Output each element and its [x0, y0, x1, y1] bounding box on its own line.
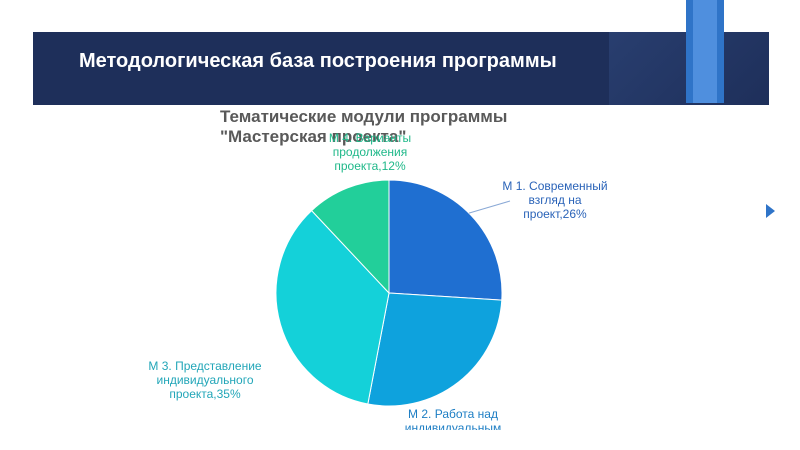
pie-slice-m1: [388, 179, 503, 301]
slice-label-m1-line2: взгляд на: [528, 193, 582, 207]
chart-title: Тематические модули программы "Мастерска…: [220, 107, 507, 147]
pie-slice-m4: [310, 179, 390, 295]
chart-title-line2: "Мастерская проекта": [220, 127, 407, 146]
slice-label-m2: М 2. Работа над индивидуальным: [378, 407, 528, 430]
accent-bar: [686, 0, 724, 103]
leader-line-m1: [468, 200, 511, 214]
slice-label-m1-line3: проект,26%: [523, 207, 587, 221]
slide-title: Методологическая база построения програм…: [79, 50, 557, 72]
slice-label-m1-line1: М 1. Современный: [502, 179, 608, 193]
pie-chart: [275, 179, 511, 407]
slice-label-m1: М 1. Современный взгляд на проект,26%: [470, 179, 640, 221]
slice-label-m3-line1: М 3. Представление: [148, 359, 262, 373]
slice-label-m3: М 3. Представление индивидуального проек…: [130, 359, 280, 401]
chart-title-line1: Тематические модули программы: [220, 107, 508, 126]
accent-arrow-icon: [766, 204, 775, 218]
pie-slice-m2: [367, 292, 503, 407]
slice-label-m4-line2: продолжения: [332, 145, 408, 159]
pie-slice-m3: [275, 209, 390, 405]
slice-label-m4: М 4. Варианты продолжения проекта,12%: [315, 131, 425, 173]
slice-label-m2-line1: М 2. Работа над: [408, 407, 498, 421]
slice-label-m3-line2: индивидуального: [156, 373, 254, 387]
slice-label-m4-line1: М 4. Варианты: [328, 131, 412, 145]
slice-label-m4-line3: проекта,12%: [334, 159, 406, 173]
header-band: Методологическая база построения програм…: [33, 32, 769, 105]
slice-label-m2-line2: индивидуальным: [404, 421, 502, 430]
chart-panel: Тематические модули программы "Мастерска…: [60, 105, 720, 430]
accent-bar-inner: [693, 0, 717, 103]
slice-label-m3-line3: проекта,35%: [169, 387, 241, 401]
